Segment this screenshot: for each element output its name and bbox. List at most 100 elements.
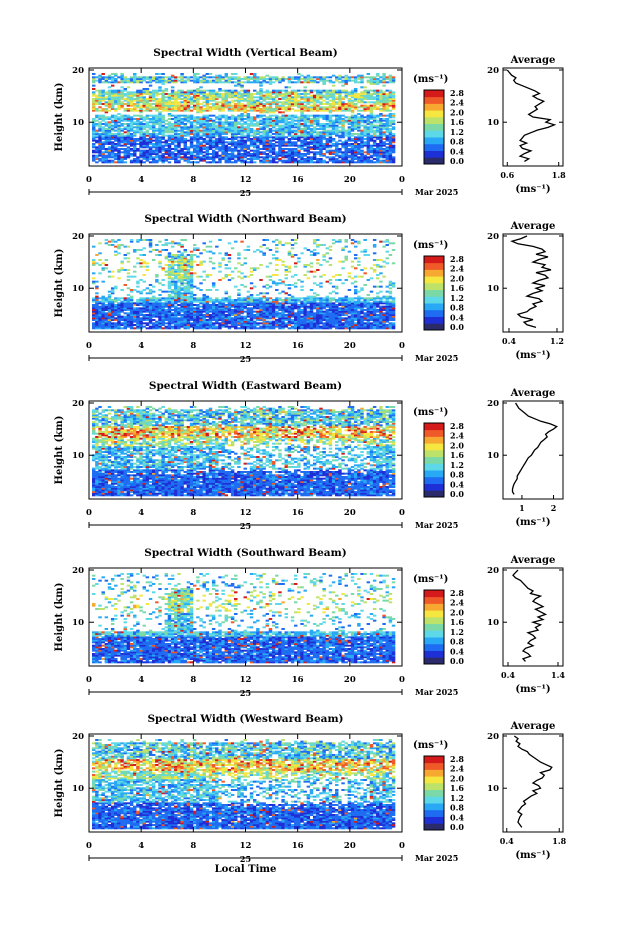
profile-y-tick-label: 10 [487, 451, 499, 461]
colorbar-tick-label: 0.0 [450, 822, 464, 832]
panel-title: Spectral Width (Southward Beam) [144, 547, 346, 559]
profile-x-label: (ms⁻¹) [515, 517, 550, 528]
colorbar-swatch [424, 823, 444, 831]
colorbar-frame [423, 89, 445, 165]
colorbar-swatch [424, 296, 444, 304]
y-tick-label: 20 [72, 732, 84, 742]
colorbar-swatch [424, 423, 444, 431]
profile-x-label: (ms⁻¹) [515, 350, 550, 361]
x-axis-label: Local Time [215, 864, 277, 875]
x-tick-label: 0 [399, 175, 405, 185]
profile-line [510, 235, 552, 329]
colorbar-swatch [424, 110, 444, 118]
profile-line [513, 735, 553, 828]
profile-title: Average [510, 555, 556, 566]
y-tick-label: 10 [72, 284, 84, 294]
date-label: Mar 2025 [415, 353, 458, 363]
profile-y-tick-label: 20 [487, 732, 499, 742]
colorbar-tick-label: 2.8 [450, 254, 464, 264]
colorbar-swatch [424, 490, 444, 498]
date-label: Mar 2025 [415, 187, 458, 197]
date-day: 25 [240, 688, 251, 698]
colorbar-tick-label: 0.8 [450, 637, 464, 647]
x-tick-label: 8 [190, 675, 196, 685]
x-tick-label: 4 [138, 841, 144, 851]
colorbar-swatch [424, 483, 444, 491]
profile-title: Average [510, 721, 556, 732]
colorbar-swatch [424, 456, 444, 464]
y-axis-label: Height (km) [54, 749, 65, 818]
colorbar-tick-label: 2.4 [450, 98, 464, 108]
colorbar-swatch [424, 596, 444, 604]
profile-x-tick-label: 1.8 [552, 170, 566, 180]
colorbar-swatch [424, 650, 444, 658]
profile-x-tick-label: 1.2 [550, 336, 564, 346]
colorbar-tick-label: 2.4 [450, 764, 464, 774]
colorbar-tick-label: 2.4 [450, 431, 464, 441]
y-axis-label: Height (km) [54, 249, 65, 318]
y-tick-label: 10 [72, 118, 84, 128]
profile-frame [502, 733, 564, 833]
x-tick-label: 16 [292, 508, 304, 518]
colorbar-tick-label: 2.0 [450, 440, 464, 450]
x-tick-label: 12 [240, 508, 252, 518]
colorbar-swatch [424, 470, 444, 478]
panel-title: Spectral Width (Northward Beam) [144, 213, 346, 225]
colorbar-swatch [424, 323, 444, 331]
colorbar-swatch [424, 769, 444, 777]
colorbar-tick-label: 0.8 [450, 803, 464, 813]
heatmap-cells [92, 406, 396, 497]
profile-y-tick-label: 20 [487, 66, 499, 76]
colorbar-tick-label: 2.4 [450, 598, 464, 608]
x-tick-label: 0 [86, 175, 92, 185]
colorbar-tick-label: 0.4 [450, 812, 464, 822]
colorbar-swatch [424, 762, 444, 770]
y-tick-label: 20 [72, 566, 84, 576]
y-tick-label: 10 [72, 451, 84, 461]
x-tick-label: 8 [190, 841, 196, 851]
colorbar-swatch [424, 150, 444, 158]
panel-5: Spectral Width (Westward Beam) 20 10 Height… [54, 713, 567, 875]
colorbar-swatch [424, 130, 444, 138]
profile-line [506, 69, 557, 162]
profile-frame [502, 233, 564, 333]
profile-y-tick-label: 10 [487, 284, 499, 294]
date-day: 25 [240, 854, 251, 864]
colorbar-swatch [424, 630, 444, 638]
profile-x-tick-label: 0.4 [500, 836, 514, 846]
profile-y-tick-label: 20 [487, 232, 499, 242]
x-tick-label: 20 [344, 175, 356, 185]
colorbar-swatch [424, 809, 444, 817]
colorbar-frame [423, 755, 445, 831]
y-tick-label: 10 [72, 784, 84, 794]
colorbar-unit: (ms⁻¹) [413, 407, 448, 418]
colorbar-frame [423, 589, 445, 665]
y-tick-label: 20 [72, 232, 84, 242]
colorbar-swatch [424, 816, 444, 824]
average-profile: Average 20 10 0.4 1.2(ms⁻¹) [487, 221, 564, 361]
colorbar-swatch [424, 157, 444, 165]
colorbar-swatch [424, 476, 444, 484]
colorbar-tick-label: 2.8 [450, 754, 464, 764]
colorbar-tick-label: 2.0 [450, 607, 464, 617]
colorbar-tick-label: 1.6 [450, 783, 464, 793]
x-tick-label: 20 [344, 841, 356, 851]
profile-line [512, 569, 548, 662]
profile-x-tick-label: 1 [519, 503, 525, 513]
colorbar-swatch [424, 269, 444, 277]
colorbar-tick-label: 0.4 [450, 479, 464, 489]
colorbar-tick-label: 1.6 [450, 283, 464, 293]
colorbar-swatch [424, 637, 444, 645]
colorbar-tick-label: 0.0 [450, 156, 464, 166]
profile-x-tick-label: 2 [551, 503, 557, 513]
x-tick-label: 12 [240, 341, 252, 351]
colorbar-tick-label: 2.4 [450, 264, 464, 274]
colorbar-swatch [424, 463, 444, 471]
colorbar: 2.82.42.01.61.20.80.40.0 [423, 254, 464, 332]
colorbar-tick-label: 1.2 [450, 127, 464, 137]
x-tick-label: 0 [86, 508, 92, 518]
x-tick-label: 20 [344, 508, 356, 518]
colorbar-swatch [424, 782, 444, 791]
x-tick-label: 4 [138, 341, 144, 351]
